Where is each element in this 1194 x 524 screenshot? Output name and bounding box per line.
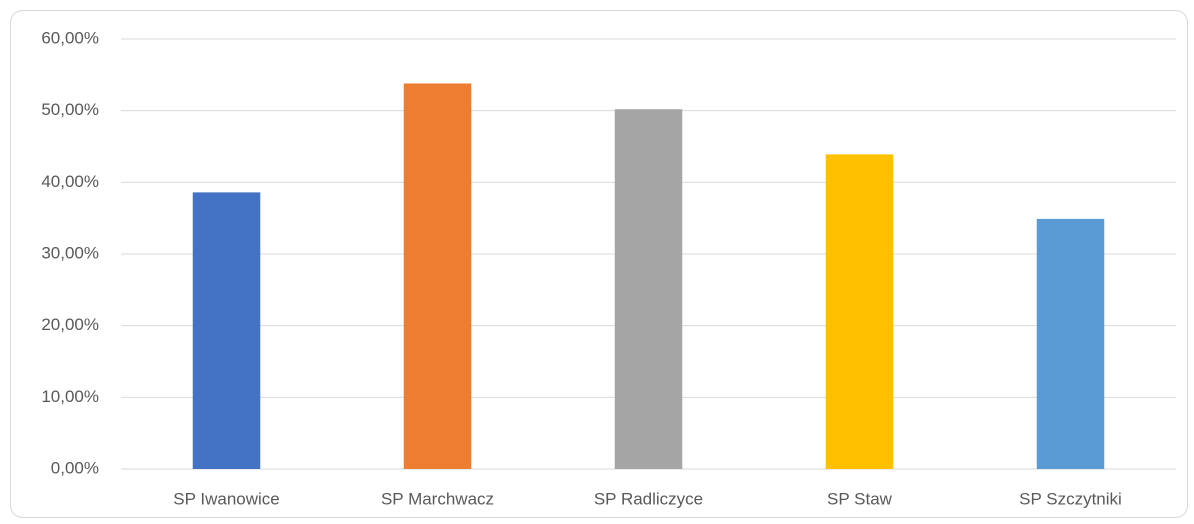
y-tick-label: 0,00% [51, 458, 99, 477]
bar [614, 109, 683, 469]
x-tick-label: SP Staw [827, 489, 893, 508]
bar [192, 192, 261, 469]
x-tick-label: SP Iwanowice [173, 489, 279, 508]
bar [403, 83, 472, 469]
x-tick-label: SP Radliczyce [594, 489, 703, 508]
y-tick-label: 50,00% [41, 100, 99, 119]
y-tick-label: 30,00% [41, 243, 99, 262]
x-tick-label: SP Marchwacz [381, 489, 494, 508]
y-tick-label: 40,00% [41, 172, 99, 191]
y-tick-label: 10,00% [41, 387, 99, 406]
y-tick-label: 60,00% [41, 28, 99, 47]
bar [825, 154, 894, 469]
y-tick-label: 20,00% [41, 315, 99, 334]
x-tick-label: SP Szczytniki [1019, 489, 1122, 508]
chart-border [10, 10, 1188, 518]
bar [1036, 218, 1105, 469]
